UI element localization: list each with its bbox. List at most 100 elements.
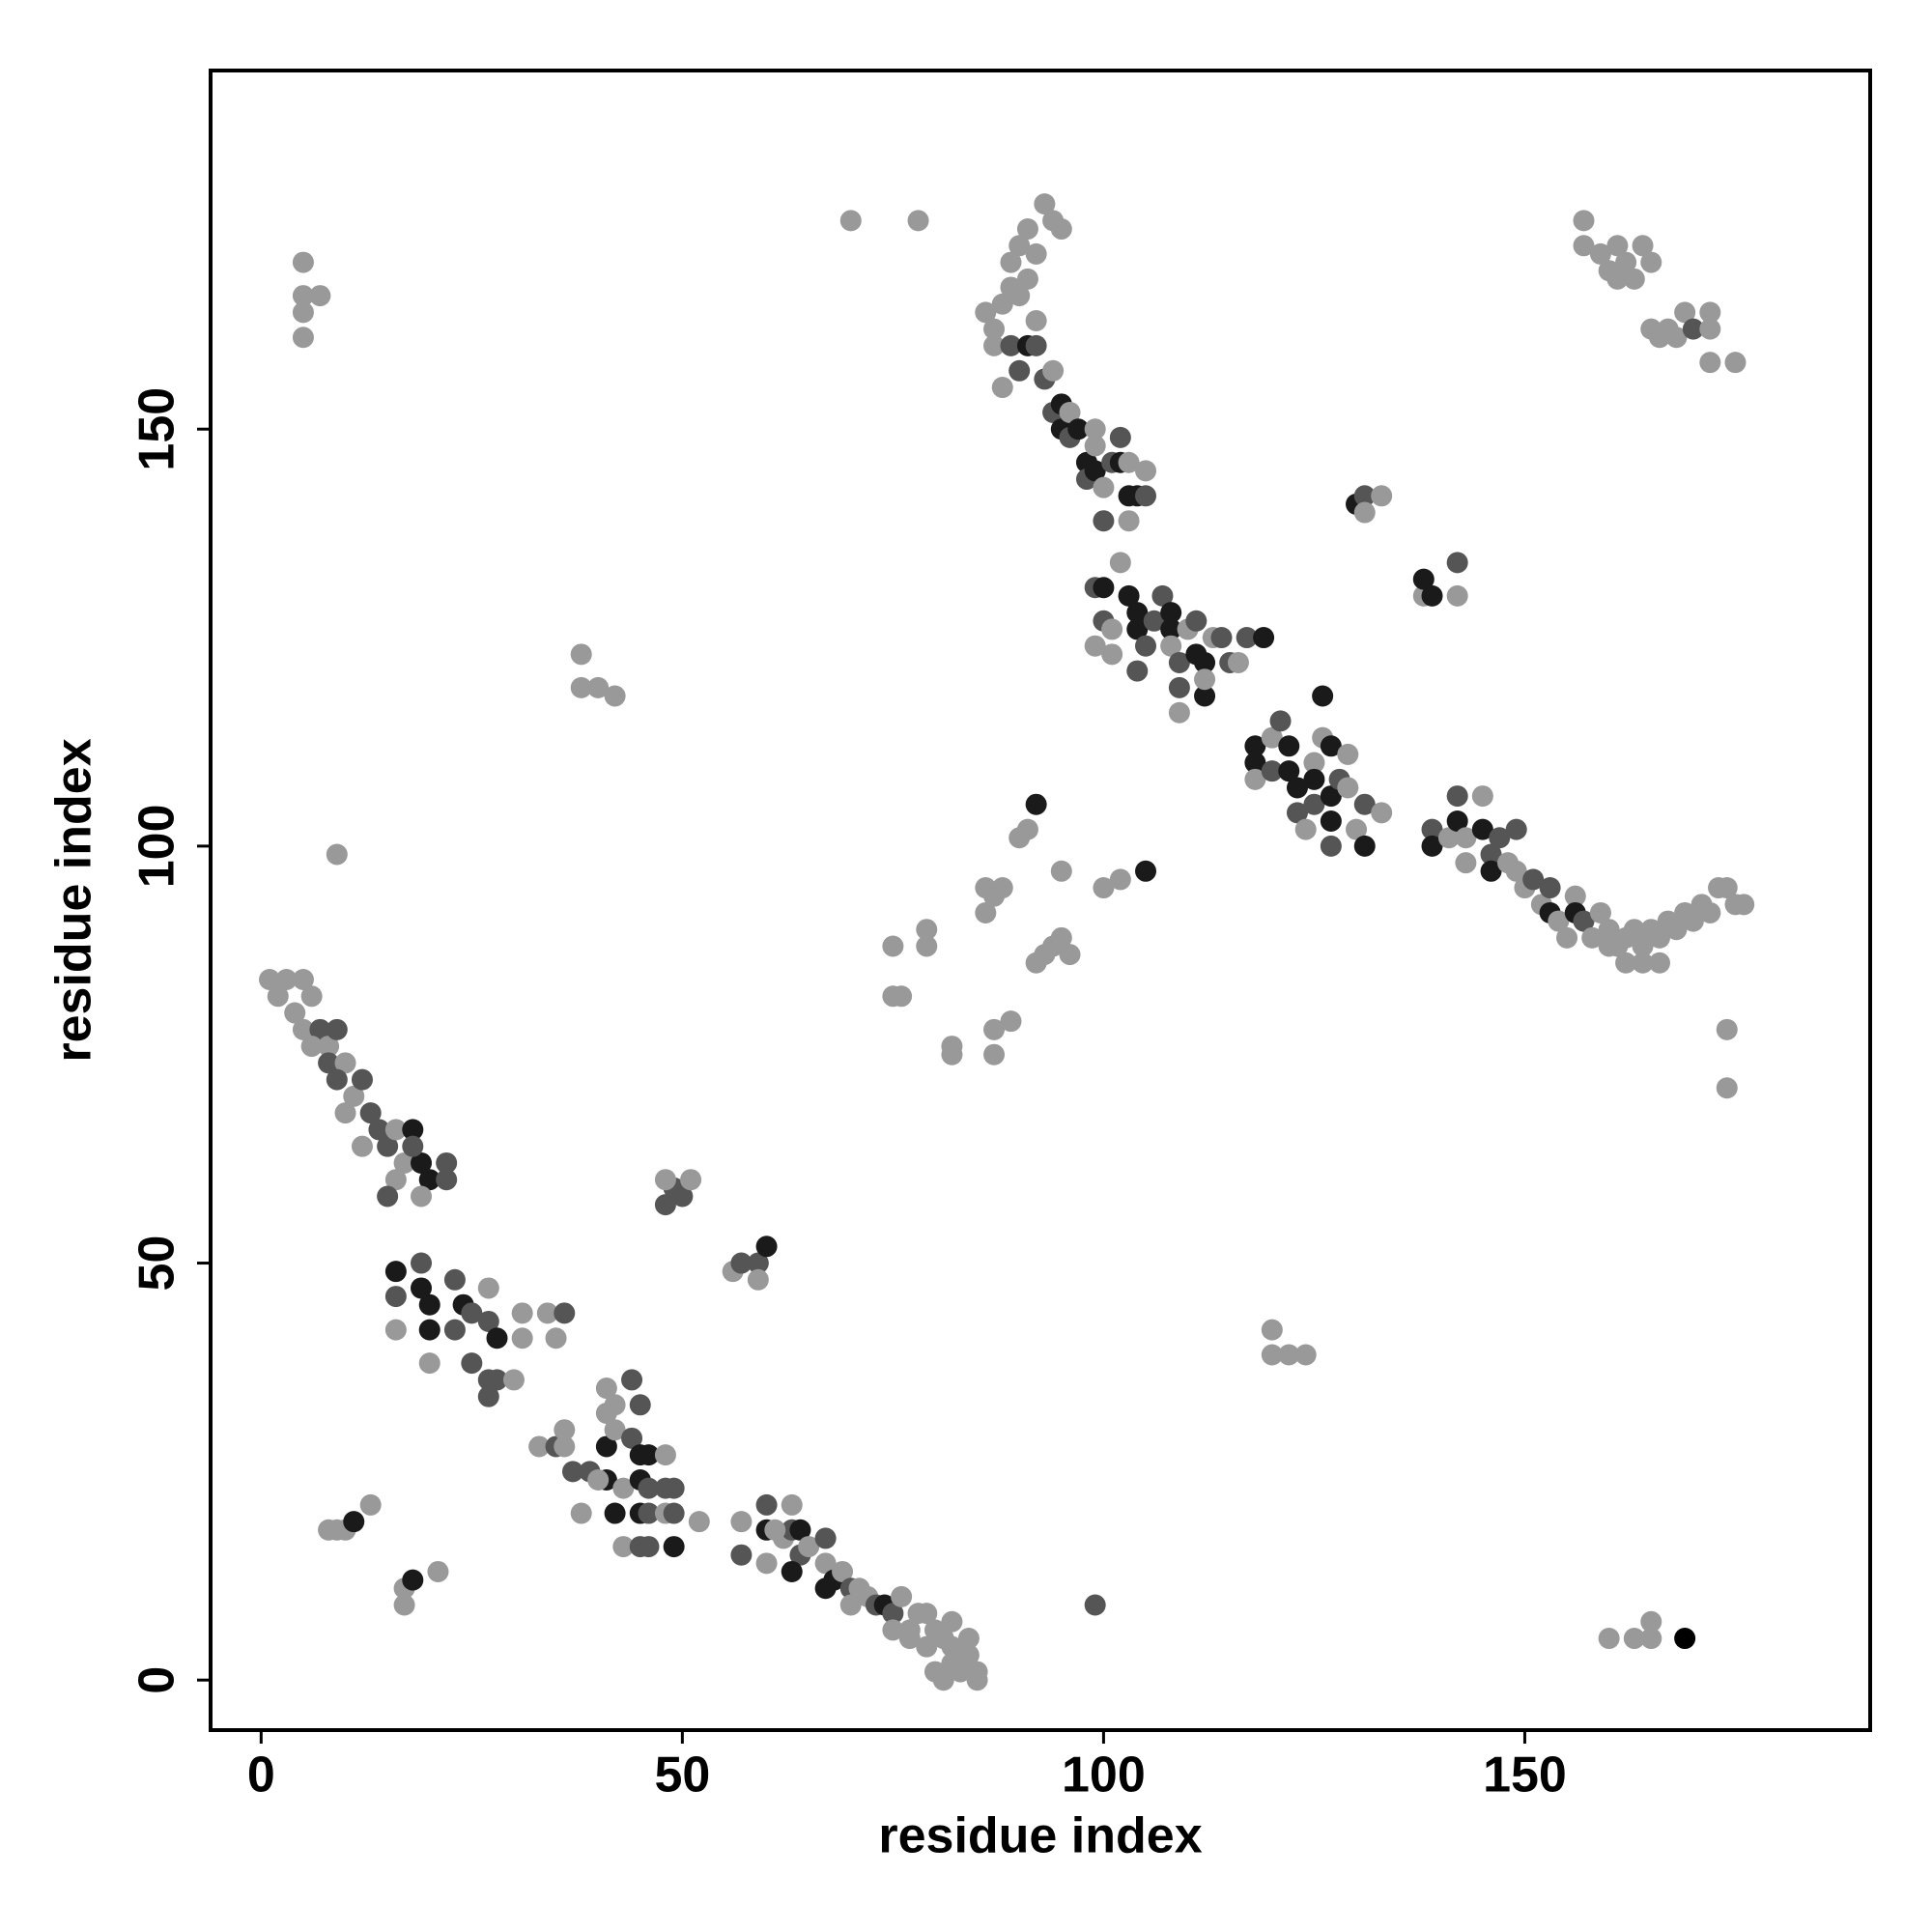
contact-point bbox=[1522, 868, 1545, 891]
contact-point bbox=[570, 643, 592, 666]
contact-point bbox=[1236, 627, 1258, 649]
contact-point bbox=[916, 919, 938, 941]
contact-point bbox=[1101, 643, 1123, 666]
contact-point bbox=[1337, 777, 1359, 799]
contact-point bbox=[654, 1169, 676, 1191]
contact-point bbox=[359, 1493, 382, 1516]
contact-point bbox=[755, 1493, 778, 1516]
contact-point bbox=[368, 1119, 390, 1141]
contact-point bbox=[1640, 1610, 1662, 1633]
x-axis-title: residue index bbox=[878, 1808, 1202, 1864]
contact-point bbox=[755, 1236, 778, 1258]
contact-point bbox=[1606, 235, 1629, 257]
contact-point bbox=[1598, 1628, 1620, 1650]
contact-point bbox=[1564, 885, 1586, 907]
contact-point bbox=[1227, 651, 1249, 673]
contact-point bbox=[1160, 618, 1182, 640]
contact-point bbox=[1168, 676, 1190, 698]
contact-point bbox=[1699, 318, 1721, 340]
contact-point bbox=[1455, 852, 1477, 874]
contact-point bbox=[983, 334, 1006, 356]
contact-point bbox=[1016, 818, 1038, 840]
contact-point bbox=[1244, 768, 1266, 790]
contact-point bbox=[384, 1319, 407, 1341]
contact-point bbox=[1151, 584, 1174, 607]
contact-point bbox=[604, 1419, 626, 1441]
contact-point bbox=[1320, 735, 1342, 757]
contact-point bbox=[259, 969, 281, 991]
contact-point bbox=[1589, 242, 1611, 265]
contact-point bbox=[1050, 926, 1072, 949]
contact-point bbox=[1009, 285, 1031, 307]
contact-point bbox=[1093, 476, 1115, 498]
contact-point bbox=[1000, 1010, 1022, 1033]
contact-point bbox=[1640, 1628, 1662, 1650]
contact-point bbox=[638, 1444, 660, 1466]
contact-point bbox=[1539, 877, 1561, 899]
contact-point bbox=[1093, 877, 1115, 899]
contact-point bbox=[991, 293, 1013, 315]
contact-point bbox=[1437, 827, 1460, 849]
contact-point bbox=[570, 1502, 592, 1524]
contact-point bbox=[991, 877, 1013, 899]
contact-point bbox=[1724, 352, 1747, 374]
contact-point bbox=[1573, 910, 1595, 932]
contact-point bbox=[1160, 635, 1182, 657]
contact-point bbox=[326, 843, 348, 866]
contact-point bbox=[1286, 802, 1308, 824]
contact-point bbox=[755, 1552, 778, 1575]
contact-point bbox=[747, 1268, 769, 1291]
contact-point bbox=[983, 1018, 1006, 1040]
contact-point bbox=[418, 1169, 440, 1191]
contact-point bbox=[1034, 193, 1056, 215]
contact-point bbox=[882, 1619, 904, 1641]
contact-point bbox=[1126, 618, 1149, 640]
contact-point bbox=[1312, 685, 1334, 707]
contact-point bbox=[1598, 919, 1620, 941]
contact-point bbox=[1346, 818, 1368, 840]
contact-point bbox=[1648, 952, 1670, 974]
contact-point bbox=[1253, 627, 1275, 649]
contact-point bbox=[1084, 418, 1106, 440]
contact-point bbox=[1025, 309, 1047, 331]
contact-point bbox=[789, 1519, 811, 1541]
contact-point bbox=[612, 1536, 635, 1558]
contact-point bbox=[545, 1327, 567, 1350]
contact-point bbox=[1278, 760, 1300, 782]
contact-point bbox=[1371, 485, 1393, 507]
contact-point bbox=[1455, 827, 1477, 849]
contact-point bbox=[536, 1302, 558, 1324]
contact-point bbox=[1294, 1344, 1317, 1366]
contact-point bbox=[292, 1018, 314, 1040]
x-tick-label: 100 bbox=[1062, 1747, 1146, 1804]
contact-point bbox=[975, 301, 997, 324]
contact-point bbox=[267, 985, 289, 1008]
contact-point bbox=[1000, 251, 1022, 273]
contact-point bbox=[343, 1085, 365, 1107]
contact-point bbox=[443, 1319, 466, 1341]
contact-point bbox=[511, 1302, 533, 1324]
contact-point bbox=[477, 1310, 499, 1332]
contact-point bbox=[384, 1286, 407, 1308]
contact-point bbox=[916, 935, 938, 957]
contact-point bbox=[1421, 584, 1443, 607]
contact-point bbox=[1185, 610, 1208, 632]
contact-point bbox=[638, 1502, 660, 1524]
contact-point bbox=[1135, 485, 1157, 507]
contact-point bbox=[932, 1669, 954, 1691]
contact-point bbox=[638, 1536, 660, 1558]
contact-point bbox=[411, 1252, 433, 1274]
contact-point bbox=[1471, 785, 1493, 808]
contact-point bbox=[1118, 451, 1140, 473]
contact-point bbox=[1160, 602, 1182, 624]
contact-point bbox=[604, 1394, 626, 1416]
contact-point bbox=[1093, 510, 1115, 532]
contact-point bbox=[1615, 952, 1637, 974]
contact-point bbox=[1135, 635, 1157, 657]
contact-point bbox=[1623, 1628, 1645, 1650]
contact-point bbox=[1446, 810, 1468, 832]
contact-point bbox=[882, 935, 904, 957]
contact-point bbox=[814, 1552, 837, 1575]
contact-point bbox=[1244, 735, 1266, 757]
contact-point bbox=[663, 1536, 685, 1558]
